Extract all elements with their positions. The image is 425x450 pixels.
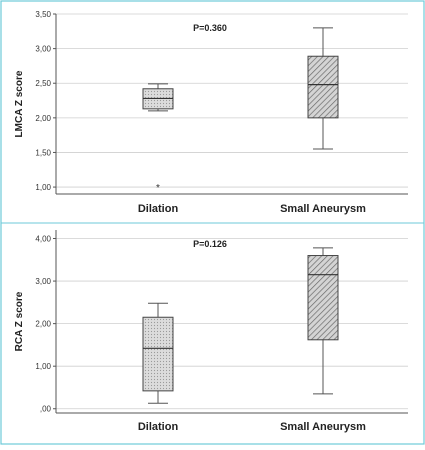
panel-1-ylabel: LMCA Z score (14, 70, 25, 137)
panel-1-dilation-category-label: Dilation (138, 203, 179, 215)
panel-2-p-value: P=0.126 (193, 239, 227, 249)
panel-2-small-aneurysm-category-label: Small Aneurysm (280, 421, 366, 433)
panel-1-ytick-label: 3,50 (35, 10, 51, 19)
panel-1: 1,00 1,50 2,00 2,50 3,00 3,50 LMCA Z score P=0.… (14, 10, 408, 215)
panel-2-ytick-label: 3,00 (35, 277, 51, 286)
panel-2-small-aneurysm-box (307, 255, 339, 341)
panel-2-ytick-label: 2,00 (35, 320, 51, 329)
panel-2-dilation-box (142, 316, 174, 392)
panel-1-small-aneurysm-box (307, 55, 339, 119)
panels: 1,00 1,50 2,00 2,50 3,00 3,50 LMCA Z score P=0.… (14, 10, 408, 433)
panel-2-ytick-label: ,00 (40, 405, 52, 414)
panel-1-ytick-label: 1,00 (35, 183, 51, 192)
panel-2-ylabel: RCA Z score (14, 291, 25, 351)
panel-2: ,00 1,00 2,00 3,00 4,00 RCA Z score P=0.126 Dil… (14, 230, 408, 433)
panel-1-ytick-label: 3,00 (35, 45, 51, 54)
panel-1-ytick-label: 2,00 (35, 114, 51, 123)
panel-1-dilation-outlier: * (156, 183, 160, 194)
panel-2-dilation-category-label: Dilation (138, 421, 179, 433)
panel-1-ytick-label: 1,50 (35, 148, 51, 157)
panel-2-ytick-label: 4,00 (35, 235, 51, 244)
panel-2-ytick-label: 1,00 (35, 362, 51, 371)
panel-1-small-aneurysm-category-label: Small Aneurysm (280, 203, 366, 215)
panel-1-ytick-label: 2,50 (35, 79, 51, 88)
panel-1-p-value: P=0.360 (193, 23, 227, 33)
